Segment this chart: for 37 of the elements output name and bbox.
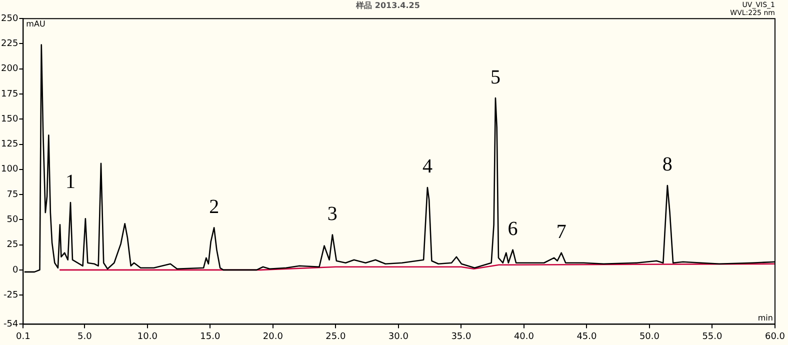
annotation: 5: [490, 66, 500, 88]
x-tick-label: 0.1: [16, 332, 30, 342]
x-tick-label: 45.0: [576, 332, 598, 342]
x-tick-label: 30.0: [388, 332, 409, 342]
y-tick-label: -54: [3, 320, 18, 330]
x-tick-label: 20.0: [262, 332, 284, 342]
annotation: 8: [662, 154, 672, 176]
y-axis-title: mAU: [26, 20, 46, 29]
annotation: 1: [65, 170, 76, 193]
annotation: 6: [508, 218, 518, 240]
x-tick-label: 15.0: [200, 332, 220, 342]
annotation: 3: [327, 202, 338, 225]
y-tick-label: 125: [0, 140, 18, 150]
x-tick-label: 5.0: [78, 332, 92, 342]
y-tick-label: 150: [0, 114, 18, 124]
y-tick-label: 250: [0, 14, 18, 24]
x-tick-label: 10.0: [137, 332, 158, 342]
y-tick-label: 100: [0, 164, 18, 175]
x-axis-title: min: [758, 313, 773, 322]
x-tick-label: 50.0: [639, 332, 660, 342]
annotation: 2: [209, 196, 220, 218]
x-tick-label: 35.0: [451, 332, 472, 342]
y-tick-label: 175: [0, 89, 18, 100]
y-tick-label: 200: [0, 64, 18, 74]
x-tick-label: 60.0: [764, 332, 786, 342]
y-tick-label: 75: [6, 190, 18, 200]
chart-title: 样品 2013.4.25: [355, 0, 420, 10]
y-tick-label: 225: [0, 39, 18, 50]
x-tick-label: 25.0: [326, 332, 346, 342]
y-tick-label: 0: [12, 265, 18, 276]
annotation: 7: [556, 221, 566, 244]
x-tick-label: 55.0: [702, 332, 723, 342]
y-tick-label: 25: [6, 240, 18, 250]
x-tick-label: 40.0: [514, 332, 534, 342]
y-tick-label: -25: [3, 290, 18, 300]
y-tick-label: 50: [6, 214, 18, 225]
annotation: 4: [422, 156, 432, 178]
